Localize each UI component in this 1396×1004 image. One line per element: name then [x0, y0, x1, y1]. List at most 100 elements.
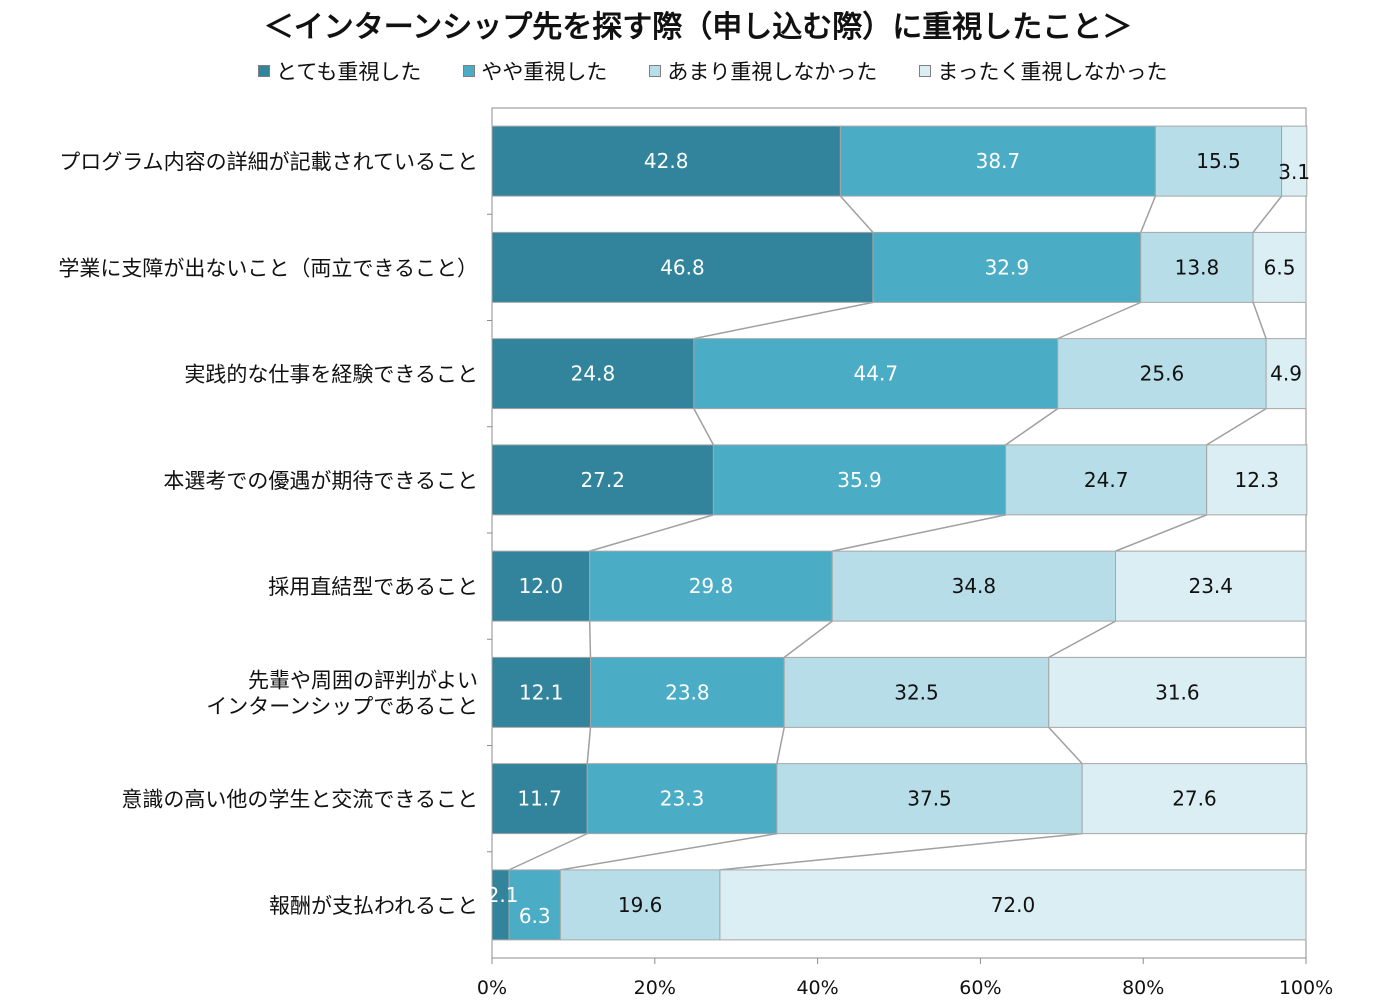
bar-segment [872, 231, 1142, 303]
legend-swatch [919, 65, 932, 77]
bar-value-label: 37.5 [907, 787, 952, 811]
bar-value-label: 27.6 [1172, 787, 1217, 811]
category-label: 本選考での優遇が期待できること [163, 469, 478, 493]
category-label: プログラム内容の詳細が記載されていること [59, 150, 478, 174]
bar-segment [1252, 231, 1307, 303]
series-line [1252, 302, 1267, 339]
category-label: 学業に支障が出ないこと（両立できること） [58, 256, 478, 280]
legend-item-not-very-important: あまり重視しなかった [649, 56, 877, 86]
legend-swatch [258, 65, 270, 77]
bar-segment [693, 338, 1059, 410]
bar-value-label: 27.2 [580, 468, 625, 492]
series-line [1252, 195, 1283, 233]
bar-value-label: 23.3 [660, 787, 705, 811]
bar-value-label: 24.8 [571, 362, 616, 386]
bar-value-label: 24.7 [1084, 468, 1129, 492]
series-line [783, 620, 833, 658]
bar-segment [1140, 231, 1254, 303]
series-line [1140, 195, 1157, 233]
bar-value-label: 13.8 [1175, 255, 1220, 279]
series-line [1048, 620, 1116, 659]
bar-value-label: 19.6 [618, 893, 663, 917]
series-line [1005, 408, 1059, 446]
x-tick-label: 80% [1122, 977, 1164, 999]
series-line [1115, 514, 1207, 552]
bar-segment [1265, 338, 1307, 410]
bar-value-label: 12.1 [519, 680, 564, 704]
series-line [832, 514, 1006, 552]
bar-value-label: 29.8 [689, 574, 734, 598]
series-line [586, 727, 592, 764]
x-tick-label: 0% [477, 977, 507, 999]
bar-segment [1057, 338, 1267, 410]
category-label: 実践的な仕事を経験できること [184, 363, 478, 387]
bar-value-label: 3.1 [1278, 160, 1310, 184]
bar-value-label: 35.9 [837, 468, 882, 492]
series-line [560, 832, 778, 871]
bar-segment [1081, 763, 1308, 835]
bar-value-label: 72.0 [991, 893, 1036, 917]
x-tick-label: 20% [634, 977, 676, 999]
series-line [589, 514, 714, 552]
bar-value-label: 23.4 [1188, 574, 1233, 598]
series-line [776, 727, 785, 764]
bar-value-label: 11.7 [517, 787, 562, 811]
bar-segment [559, 869, 721, 941]
bar-value-label: 12.3 [1234, 468, 1279, 492]
bar-value-label: 25.6 [1140, 362, 1185, 386]
bar-value-label: 6.5 [1264, 255, 1296, 279]
bar-segment [1005, 444, 1208, 516]
chart-title: ＜インターンシップ先を探す際（申し込む際）に重視したこと＞ [263, 10, 1133, 45]
category-label: 報酬が支払われること [269, 894, 478, 918]
bar-segment [589, 550, 833, 622]
bar-segment [491, 444, 714, 516]
series-line [1057, 301, 1142, 340]
legend-item-very-important: とても重視した [258, 56, 421, 86]
bar-segment [839, 125, 1156, 197]
bar-segment [712, 444, 1007, 516]
series-line [1206, 407, 1267, 446]
bar-segment [491, 550, 591, 622]
bar-segment [719, 869, 1307, 941]
series-line [1048, 726, 1083, 765]
legend-item-not-important-at-all: まったく重視しなかった [919, 56, 1168, 86]
bar-value-label: 42.8 [644, 149, 689, 173]
legend-label: やや重視した [481, 60, 608, 84]
bar-segment [491, 763, 588, 835]
bar-segment [783, 656, 1050, 728]
category-label: 意識の高い他の学生と交流できること [121, 788, 478, 812]
x-tick-label: 100% [1279, 977, 1333, 999]
bar-segment [831, 550, 1117, 622]
bar-value-label: 2.1 [487, 883, 519, 907]
bar-value-label: 15.5 [1196, 149, 1241, 173]
category-label: 採用直結型であること [268, 575, 478, 599]
bar-value-label: 31.6 [1155, 680, 1200, 704]
legend-item-somewhat-important: やや重視した [463, 56, 607, 86]
legend: とても重視した やや重視した あまり重視しなかった まったく重視しなかった [258, 56, 1210, 86]
bar-segment [586, 763, 778, 835]
bar-segment [1206, 444, 1308, 516]
legend-label: まったく重視しなかった [937, 60, 1168, 84]
series-line [839, 195, 874, 233]
bar-value-label: 38.7 [976, 149, 1021, 173]
bar-value-label: 23.8 [665, 680, 710, 704]
series-line [693, 408, 715, 446]
bar-value-label: 46.8 [660, 255, 705, 279]
bar-value-label: 32.9 [985, 255, 1030, 279]
bar-segment [1154, 125, 1283, 197]
legend-label: とても重視した [276, 60, 422, 84]
bar-value-label: 12.0 [519, 574, 564, 598]
legend-swatch [463, 65, 476, 77]
bar-value-label: 34.8 [952, 574, 997, 598]
bar-segment [589, 656, 785, 728]
bar-segment [491, 338, 695, 410]
series-line [693, 301, 874, 340]
bar-segment [1281, 125, 1308, 197]
bar-value-label: 6.3 [519, 904, 551, 928]
x-tick-label: 40% [796, 977, 838, 999]
bar-value-label: 32.5 [894, 680, 939, 704]
bar-segment [491, 231, 874, 303]
legend-swatch [649, 65, 662, 77]
bar-segment [776, 763, 1083, 835]
